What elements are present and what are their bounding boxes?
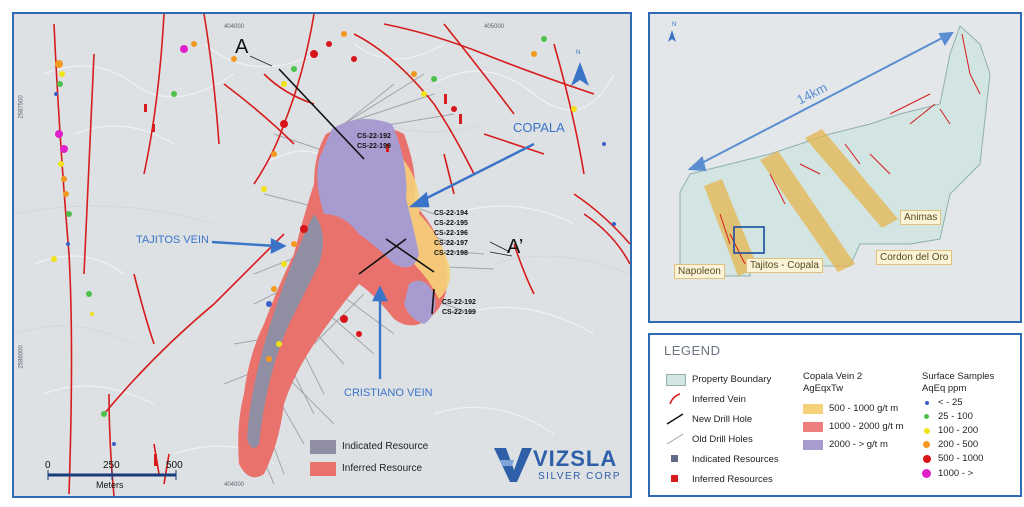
legend-item-property-boundary: Property Boundary bbox=[664, 373, 771, 386]
drill-label-middle: CS-22-194 CS-22-195 CS-22-196 CS-22-197 … bbox=[434, 209, 468, 259]
zone-bands bbox=[704, 129, 898, 276]
grid-label-y2: 2586000 bbox=[18, 345, 25, 369]
drill-hole-label: CS-22-198 bbox=[434, 250, 468, 257]
legend-item-sample-class-6: 1000 - > bbox=[922, 468, 973, 479]
drill-hole-label: CS-22-197 bbox=[434, 240, 468, 247]
section-end-label: A’ bbox=[507, 236, 524, 258]
surface-samples bbox=[51, 31, 616, 446]
legend-item-sample-class-3: 100 - 200 bbox=[922, 425, 978, 436]
cristiano-vein-label: CRISTIANO VEIN bbox=[344, 387, 433, 399]
legend-item-vein-class-2: 1000 - 2000 g/t m bbox=[803, 421, 903, 432]
sample-dot-icon bbox=[922, 468, 934, 479]
inferred-resource-label: Inferred Resource bbox=[342, 463, 423, 474]
tajitos-vein-label: TAJITOS VEIN bbox=[136, 234, 209, 246]
inferred-resources-blocks bbox=[144, 94, 462, 466]
overview-veins bbox=[719, 33, 981, 265]
label-arrows bbox=[211, 142, 535, 379]
vein-class-swatch bbox=[803, 421, 823, 432]
inferred-resources-icon bbox=[664, 473, 686, 485]
grid-label-x1: 404000 bbox=[224, 24, 245, 30]
legend-item-sample-class-1: < - 25 bbox=[922, 397, 963, 408]
scale-tick-0: 0 bbox=[45, 460, 51, 471]
drill-hole-label: CS-22-192 bbox=[357, 133, 391, 140]
indicated-resources-icon bbox=[664, 453, 686, 465]
indicated-resource-label: Indicated Resource bbox=[342, 441, 429, 452]
zone-label-animas[interactable]: Animas bbox=[900, 210, 942, 225]
vein-class-swatch bbox=[803, 403, 823, 414]
main-map-panel[interactable]: A A’ 404000 405000 404000 2587500 258600… bbox=[12, 12, 632, 498]
grid-label-x3: 404000 bbox=[224, 482, 245, 488]
logo-subtitle: SILVER CORP bbox=[538, 471, 621, 482]
logo-name: VIZSLA bbox=[533, 446, 618, 471]
zone-label-cordon[interactable]: Cordon del Oro bbox=[876, 250, 953, 265]
legend-item-sample-class-2: 25 - 100 bbox=[922, 411, 973, 422]
north-arrow-icon bbox=[571, 62, 589, 86]
indicated-resource-area bbox=[247, 119, 436, 448]
legend-item-indicated-resources: Indicated Resources bbox=[664, 453, 779, 465]
legend-item-new-drill-hole: New Drill Hole bbox=[664, 413, 752, 425]
drill-label-south: CS-22-192 CS-22-199 bbox=[442, 298, 476, 318]
scale-unit: Meters bbox=[96, 480, 124, 490]
legend-item-inferred-resources: Inferred Resources bbox=[664, 473, 773, 485]
inferred-vein-icon bbox=[664, 393, 686, 405]
north-label: N bbox=[576, 50, 581, 56]
new-drill-holes bbox=[278, 68, 435, 315]
drill-hole-label: CS-22-199 bbox=[357, 143, 391, 150]
legend-title: LEGEND bbox=[664, 343, 721, 358]
sample-dot-icon bbox=[922, 440, 934, 450]
vein-class-500-1000-area bbox=[399, 154, 451, 299]
copala-label: COPALA bbox=[513, 120, 565, 135]
sample-dot-icon bbox=[922, 412, 934, 422]
zone-label-napoleon[interactable]: Napoleon bbox=[674, 264, 725, 279]
scale-bar bbox=[47, 470, 177, 480]
drill-hole-label: CS-22-199 bbox=[442, 309, 476, 316]
overview-north-label: N bbox=[672, 22, 677, 28]
main-map-canvas bbox=[14, 14, 630, 496]
overview-map-panel[interactable]: N 14km Animas Cordon del Oro Napoleon Ta… bbox=[648, 12, 1022, 323]
zone-label-tajitos-copala[interactable]: Tajitos - Copala bbox=[746, 258, 823, 273]
grid-label-y1: 2587500 bbox=[18, 95, 25, 119]
old-drill-hole-icon bbox=[664, 433, 686, 445]
section-line bbox=[249, 55, 513, 257]
distance-arrow bbox=[687, 31, 954, 172]
drill-hole-label: CS-22-196 bbox=[434, 230, 468, 237]
scale-tick-500: 500 bbox=[166, 460, 183, 471]
legend-panel: LEGEND Property Boundary Inferred Vein N… bbox=[648, 333, 1022, 497]
indicated-swatch bbox=[310, 440, 336, 454]
drill-label-north: CS-22-192 CS-22-199 bbox=[357, 132, 391, 152]
sample-dot-icon bbox=[922, 398, 934, 408]
drill-hole-label: CS-22-194 bbox=[434, 210, 468, 217]
samples-heading: Surface Samples AqEq ppm bbox=[922, 371, 995, 394]
legend-item-sample-class-5: 500 - 1000 bbox=[922, 453, 983, 464]
legend-item-inferred-vein: Inferred Vein bbox=[664, 393, 746, 405]
north-arrow-icon bbox=[668, 30, 676, 42]
new-drill-hole-icon bbox=[664, 413, 686, 425]
legend-item-sample-class-4: 200 - 500 bbox=[922, 439, 978, 450]
study-area-box bbox=[733, 226, 765, 254]
inferred-swatch bbox=[310, 462, 336, 476]
drill-hole-label: CS-22-192 bbox=[442, 299, 476, 306]
property-boundary-swatch bbox=[664, 373, 686, 386]
scale-tick-250: 250 bbox=[103, 460, 120, 471]
vein-class-swatch bbox=[803, 439, 823, 450]
legend-item-vein-class-3: 2000 - > g/t m bbox=[803, 439, 888, 450]
sample-dot-icon bbox=[922, 454, 934, 464]
legend-item-vein-class-1: 500 - 1000 g/t m bbox=[803, 403, 898, 414]
grid-label-x2: 405000 bbox=[484, 24, 505, 30]
sample-dot-icon bbox=[922, 426, 934, 436]
vizsla-logo-icon bbox=[494, 448, 532, 482]
drill-hole-label: CS-22-195 bbox=[434, 220, 468, 227]
legend-item-old-drill-holes: Old Drill Holes bbox=[664, 433, 753, 445]
section-start-label: A bbox=[235, 36, 249, 58]
vein-heading: Copala Vein 2 AgEqxTw bbox=[803, 371, 863, 394]
